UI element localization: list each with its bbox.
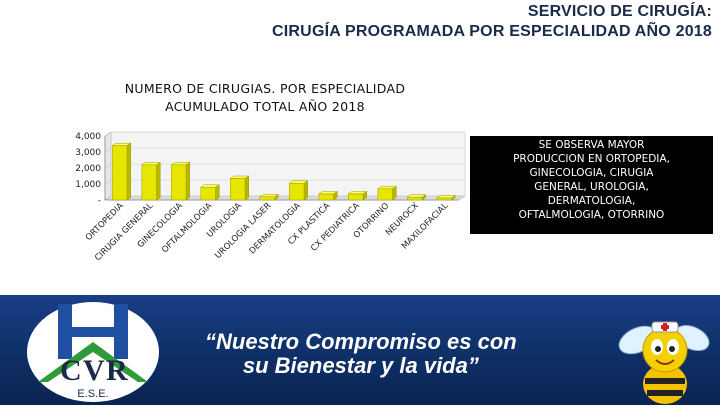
bar-front bbox=[230, 178, 246, 201]
bar-front bbox=[348, 193, 364, 201]
bar-front bbox=[259, 196, 275, 201]
bar-front bbox=[171, 164, 187, 201]
grid-line-side bbox=[104, 195, 112, 201]
chart-title-line-2: ACUMULADO TOTAL AÑO 2018 bbox=[165, 99, 365, 114]
bar bbox=[406, 194, 427, 201]
bar bbox=[288, 180, 309, 201]
hospital-logo: C V R E.S.E. bbox=[18, 294, 168, 404]
bar bbox=[111, 142, 132, 201]
note-line-2: PRODUCCION EN ORTOPEDIA, bbox=[513, 153, 670, 165]
logo-letter-r: R bbox=[106, 354, 128, 387]
header-line-1: SERVICIO DE CIRUGÍA: bbox=[527, 3, 712, 20]
note-line-1: SE OBSERVA MAYOR bbox=[538, 139, 645, 151]
bar-side bbox=[126, 142, 131, 201]
chart-title-line-1: NUMERO DE CIRUGIAS. POR ESPECIALIDAD bbox=[124, 81, 406, 96]
observation-note: SE OBSERVA MAYOR PRODUCCION EN ORTOPEDIA… bbox=[470, 136, 713, 234]
logo-letter-c: C bbox=[60, 354, 82, 387]
note-line-3: GINECOLOGIA, CIRUGIA bbox=[529, 167, 654, 179]
bar-side bbox=[156, 161, 161, 201]
header-line-2: CIRUGÍA PROGRAMADA POR ESPECIALIDAD AÑO … bbox=[272, 23, 712, 40]
bar-side bbox=[451, 195, 456, 201]
bar bbox=[200, 184, 221, 201]
bar bbox=[318, 191, 339, 201]
bar-front bbox=[436, 197, 452, 201]
y-tick-label: 4,000 bbox=[75, 132, 101, 142]
bar-side bbox=[421, 194, 426, 201]
slogan: “Nuestro Compromiso es con su Bienestar … bbox=[205, 330, 517, 378]
y-tick-labels: - 1,000 2,000 3,000 4,000 bbox=[75, 132, 101, 206]
bar-side bbox=[303, 180, 308, 201]
hospital-logo-icon: C V R E.S.E. bbox=[27, 302, 159, 402]
note-line-6: OFTALMOLOGIA, OTORRINO bbox=[518, 209, 665, 221]
x-tick-label: OFTALMOLOGIA bbox=[160, 201, 214, 255]
bar bbox=[377, 185, 398, 201]
y-tick-label: 1,000 bbox=[75, 180, 101, 190]
bar-side bbox=[333, 191, 338, 201]
logo-sub: E.S.E. bbox=[77, 388, 108, 400]
chart-bars bbox=[111, 142, 457, 201]
grid-line-side bbox=[104, 179, 112, 185]
bar-side bbox=[244, 175, 249, 201]
bar-front bbox=[200, 186, 216, 201]
bar bbox=[229, 175, 250, 201]
bee-mascot bbox=[610, 302, 720, 405]
grid-line-side bbox=[104, 147, 112, 153]
logo-letter-v: V bbox=[83, 354, 105, 387]
bar-front bbox=[141, 164, 157, 201]
bar-front bbox=[289, 182, 305, 201]
y-tick-label: - bbox=[98, 196, 101, 206]
x-tick-label: DERMATOLOGIA bbox=[248, 201, 303, 256]
bar-front bbox=[112, 145, 128, 201]
note-line-4: GENERAL, UROLOGIA, bbox=[534, 181, 649, 193]
bar-side bbox=[185, 161, 190, 201]
bar-front bbox=[407, 196, 423, 201]
bar-side bbox=[362, 191, 367, 201]
bar-side bbox=[392, 185, 397, 201]
grid-line-side bbox=[104, 163, 112, 169]
bar-side bbox=[215, 184, 220, 201]
slogan-line-2: su Bienestar y la vida” bbox=[242, 353, 479, 378]
chart-title: NUMERO DE CIRUGIAS. POR ESPECIALIDAD ACU… bbox=[95, 80, 435, 116]
y-tick-label: 3,000 bbox=[75, 148, 101, 158]
grid-line-side bbox=[104, 131, 112, 137]
bar bbox=[170, 161, 191, 201]
y-tick-label: 2,000 bbox=[75, 164, 101, 174]
bar-front bbox=[318, 193, 334, 201]
page-header: SERVICIO DE CIRUGÍA: CIRUGÍA PROGRAMADA … bbox=[272, 2, 712, 42]
note-line-5: DERMATOLOGIA, bbox=[547, 195, 636, 207]
slogan-line-1: “Nuestro Compromiso es con bbox=[205, 329, 517, 354]
bar bbox=[259, 193, 280, 201]
bar bbox=[436, 195, 457, 201]
bee-mascot-icon bbox=[618, 321, 710, 404]
bar-side bbox=[274, 193, 279, 201]
chart-axes bbox=[104, 136, 459, 201]
bar-front bbox=[377, 188, 393, 201]
bar bbox=[347, 191, 368, 201]
bar bbox=[141, 161, 162, 201]
